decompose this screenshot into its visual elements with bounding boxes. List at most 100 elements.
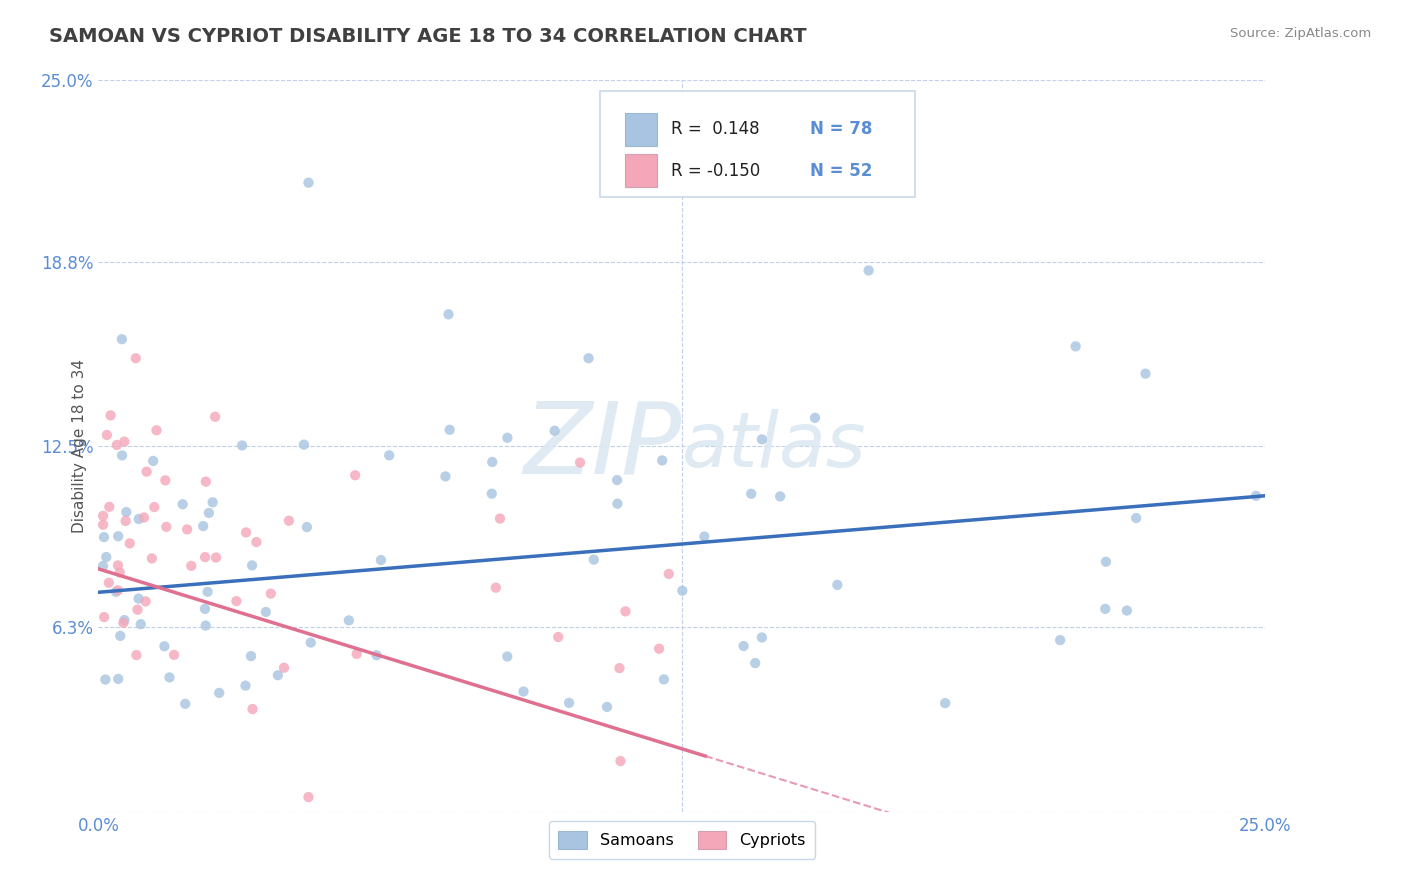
Point <box>107 583 129 598</box>
Point <box>439 423 461 437</box>
Point <box>110 629 132 643</box>
Point <box>609 754 631 768</box>
Point <box>733 639 755 653</box>
Point <box>125 351 148 366</box>
Point <box>112 434 135 449</box>
Point <box>260 586 283 600</box>
Point <box>1064 339 1087 353</box>
Point <box>242 702 264 716</box>
Point <box>648 641 671 656</box>
Point <box>107 672 129 686</box>
Point <box>512 684 534 698</box>
Point <box>434 469 457 483</box>
Point <box>91 558 114 573</box>
Point <box>104 584 127 599</box>
Point <box>769 489 792 503</box>
Point <box>671 583 693 598</box>
Text: Source: ZipAtlas.com: Source: ZipAtlas.com <box>1230 27 1371 40</box>
Point <box>437 307 460 321</box>
Text: R = -0.150: R = -0.150 <box>672 161 761 179</box>
Point <box>606 497 628 511</box>
Point <box>481 455 503 469</box>
Point <box>128 591 150 606</box>
Point <box>145 423 167 437</box>
Point <box>112 615 135 630</box>
Point <box>118 536 141 550</box>
Bar <box>624 154 658 187</box>
Point <box>273 661 295 675</box>
Point <box>658 566 681 581</box>
Point <box>496 649 519 664</box>
Point <box>153 640 176 654</box>
Point <box>129 617 152 632</box>
Point <box>267 668 290 682</box>
Point <box>744 656 766 670</box>
Point <box>194 602 217 616</box>
Point <box>295 520 318 534</box>
Text: SAMOAN VS CYPRIOT DISABILITY AGE 18 TO 34 CORRELATION CHART: SAMOAN VS CYPRIOT DISABILITY AGE 18 TO 3… <box>49 27 807 45</box>
Point <box>292 437 315 451</box>
Point <box>496 431 519 445</box>
Point <box>254 605 277 619</box>
Point <box>107 529 129 543</box>
Point <box>240 649 263 664</box>
Point <box>155 473 177 487</box>
Point <box>111 332 134 346</box>
Point <box>235 679 257 693</box>
Point <box>297 790 319 805</box>
Point <box>693 530 716 544</box>
Point <box>1125 511 1147 525</box>
Point <box>172 497 194 511</box>
Point <box>1244 489 1267 503</box>
Point <box>194 618 217 632</box>
Point <box>114 514 136 528</box>
Text: atlas: atlas <box>682 409 866 483</box>
Point <box>159 670 181 684</box>
Point <box>115 505 138 519</box>
Point <box>132 510 155 524</box>
Point <box>346 647 368 661</box>
Point <box>934 696 956 710</box>
Point <box>93 530 115 544</box>
Point <box>108 566 131 580</box>
Point <box>751 631 773 645</box>
Y-axis label: Disability Age 18 to 34: Disability Age 18 to 34 <box>72 359 87 533</box>
Point <box>277 514 299 528</box>
Point <box>127 602 149 616</box>
Point <box>297 176 319 190</box>
Point <box>378 449 401 463</box>
Point <box>100 409 122 423</box>
Point <box>194 550 217 565</box>
Point <box>231 438 253 452</box>
Point <box>485 581 508 595</box>
Point <box>204 409 226 424</box>
Point <box>135 465 157 479</box>
Point <box>1095 555 1118 569</box>
Point <box>558 696 581 710</box>
Point <box>235 525 257 540</box>
Point <box>96 428 118 442</box>
Text: N = 52: N = 52 <box>810 161 873 179</box>
Point <box>1094 602 1116 616</box>
Point <box>596 700 619 714</box>
Point <box>155 520 177 534</box>
Point <box>111 449 134 463</box>
Point <box>547 630 569 644</box>
Point <box>198 506 221 520</box>
Point <box>1115 603 1137 617</box>
Point <box>569 456 592 470</box>
Point <box>141 551 163 566</box>
Point <box>93 610 115 624</box>
Point <box>827 578 849 592</box>
Point <box>614 604 637 618</box>
Point <box>606 473 628 487</box>
Point <box>609 661 631 675</box>
Point <box>245 535 267 549</box>
Point <box>299 635 322 649</box>
Point <box>180 558 202 573</box>
Point <box>1049 633 1071 648</box>
Legend: Samoans, Cypriots: Samoans, Cypriots <box>548 821 815 859</box>
Point <box>174 697 197 711</box>
Point <box>98 500 121 514</box>
Point <box>194 475 217 489</box>
